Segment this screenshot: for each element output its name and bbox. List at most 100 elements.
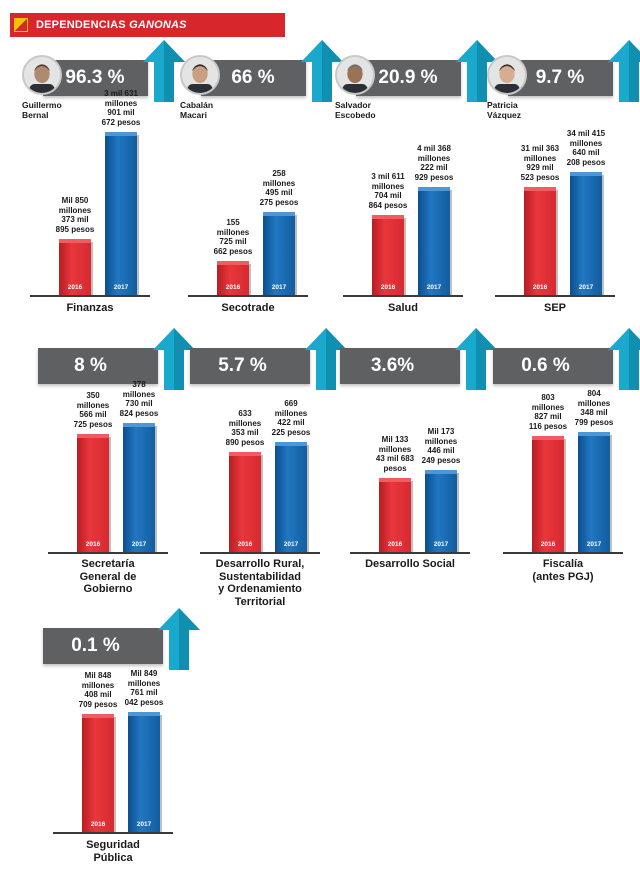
value-label: Mil 848 millones 408 mil 709 pesos [78, 671, 118, 709]
bar-2017: 2017 [105, 132, 137, 295]
value-label: 3 mil 611 millones 704 mil 864 pesos [368, 172, 408, 210]
dependency-name: Seguridad Pública [86, 839, 140, 864]
value-label: 633 millones 353 mil 890 pesos [225, 409, 265, 447]
bar-2017: 2017 [128, 712, 160, 832]
bar-top [372, 215, 404, 219]
person-name: Guillermo Bernal [22, 100, 62, 120]
bar-top [425, 470, 457, 474]
chart-baseline [48, 552, 168, 554]
person-name: Salvador Escobedo [335, 100, 376, 120]
year-label: 2016 [387, 541, 403, 548]
bar-top [229, 452, 261, 456]
chart-baseline [30, 295, 150, 297]
increase-bar [493, 348, 613, 384]
dependency-name: Finanzas [66, 302, 114, 314]
header-banner: DEPENDENCIAS GANONAS [10, 13, 285, 37]
chart-baseline [188, 295, 308, 297]
year-label: 2016 [67, 284, 83, 291]
year-label: 2016 [380, 284, 396, 291]
up-arrow-icon [608, 328, 640, 390]
increase-percent: 5.7 % [218, 355, 267, 376]
person-photo [22, 55, 62, 95]
person-photo [487, 55, 527, 95]
person-name: Patricia Vázquez [487, 100, 522, 120]
bar-top [217, 261, 249, 265]
increase-bar [38, 348, 158, 384]
bar-2016: 2016 [532, 436, 564, 552]
year-label: 2017 [433, 541, 449, 548]
bar-2017: 2017 [425, 470, 457, 552]
increase-percent: 8 % [74, 355, 107, 376]
year-label: 2017 [131, 541, 147, 548]
bar-top [123, 423, 155, 427]
year-label: 2017 [578, 284, 594, 291]
dependency-name: Desarrollo Rural, Sustentabilidad y Orde… [215, 558, 305, 608]
bar-top [379, 478, 411, 482]
bar-top [532, 436, 564, 440]
value-label: Mil 133 millones 43 mil 683 pesos [375, 435, 415, 473]
bar-2017: 2017 [578, 432, 610, 552]
person-photo [335, 55, 375, 95]
bar-2016: 2016 [59, 239, 91, 295]
bar-top [128, 712, 160, 716]
bar-2016: 2016 [229, 452, 261, 552]
dependency-name: Secotrade [221, 302, 275, 314]
increase-percent: 0.6 % [521, 355, 570, 376]
chart-baseline [350, 552, 470, 554]
chart-baseline [200, 552, 320, 554]
bar-top [77, 434, 109, 438]
value-label: 803 millones 827 mil 116 pesos [528, 393, 568, 431]
dependency-name: Secretaría General de Gobierno [79, 558, 137, 595]
year-label: 2016 [225, 284, 241, 291]
year-label: 2016 [532, 284, 548, 291]
up-arrow-icon [158, 608, 200, 670]
dependency-name: Fiscalía (antes PGJ) [532, 558, 594, 583]
year-label: 2017 [136, 821, 152, 828]
bar-top [59, 239, 91, 243]
bar-2017: 2017 [123, 423, 155, 552]
bar-top [570, 172, 602, 176]
year-label: 2016 [540, 541, 556, 548]
value-label: Mil 849 millones 761 mil 042 pesos [124, 669, 164, 707]
bar-top [524, 187, 556, 191]
bar-top [105, 132, 137, 136]
bar-top [418, 187, 450, 191]
year-label: 2016 [237, 541, 253, 548]
year-label: 2017 [271, 284, 287, 291]
increase-percent: 66 % [231, 67, 275, 88]
person-photo [180, 55, 220, 95]
bar-2017: 2017 [263, 212, 295, 295]
value-label: 31 mil 363 millones 929 mil 523 pesos [520, 144, 560, 182]
increase-percent: 9.7 % [535, 67, 585, 88]
bar-top [82, 714, 114, 718]
increase-percent: 0.1 % [71, 635, 120, 656]
increase-percent: 20.9 % [378, 67, 438, 88]
bar-2017: 2017 [418, 187, 450, 295]
up-arrow-icon [301, 40, 343, 102]
value-label: 4 mil 368 millones 222 mil 929 pesos [414, 144, 454, 182]
bar-2016: 2016 [77, 434, 109, 552]
bar-2016: 2016 [372, 215, 404, 295]
year-label: 2016 [85, 541, 101, 548]
value-label: Mil 173 millones 446 mil 249 pesos [421, 427, 461, 465]
up-arrow-icon [608, 40, 640, 102]
dependency-name: Salud [388, 302, 418, 314]
chart-baseline [503, 552, 623, 554]
increase-percent: 3.6% [370, 355, 415, 376]
dependency-name: Desarrollo Social [365, 558, 455, 570]
year-label: 2016 [90, 821, 106, 828]
flag-icon [14, 18, 28, 32]
value-label: Mil 850 millones 373 mil 895 pesos [55, 196, 95, 234]
value-label: 3 mil 631 millones 901 mil 672 pesos [101, 89, 141, 127]
bar-2017: 2017 [275, 442, 307, 552]
bar-top [263, 212, 295, 216]
value-label: 350 millones 566 mil 725 pesos [73, 391, 113, 429]
value-label: 378 millones 730 mil 824 pesos [119, 380, 159, 418]
increase-bar [43, 628, 163, 664]
bar-2016: 2016 [217, 261, 249, 295]
bar-top [578, 432, 610, 436]
chart-baseline [343, 295, 463, 297]
avatar [182, 57, 218, 93]
avatar [337, 57, 373, 93]
value-label: 804 millones 348 mil 799 pesos [574, 389, 614, 427]
